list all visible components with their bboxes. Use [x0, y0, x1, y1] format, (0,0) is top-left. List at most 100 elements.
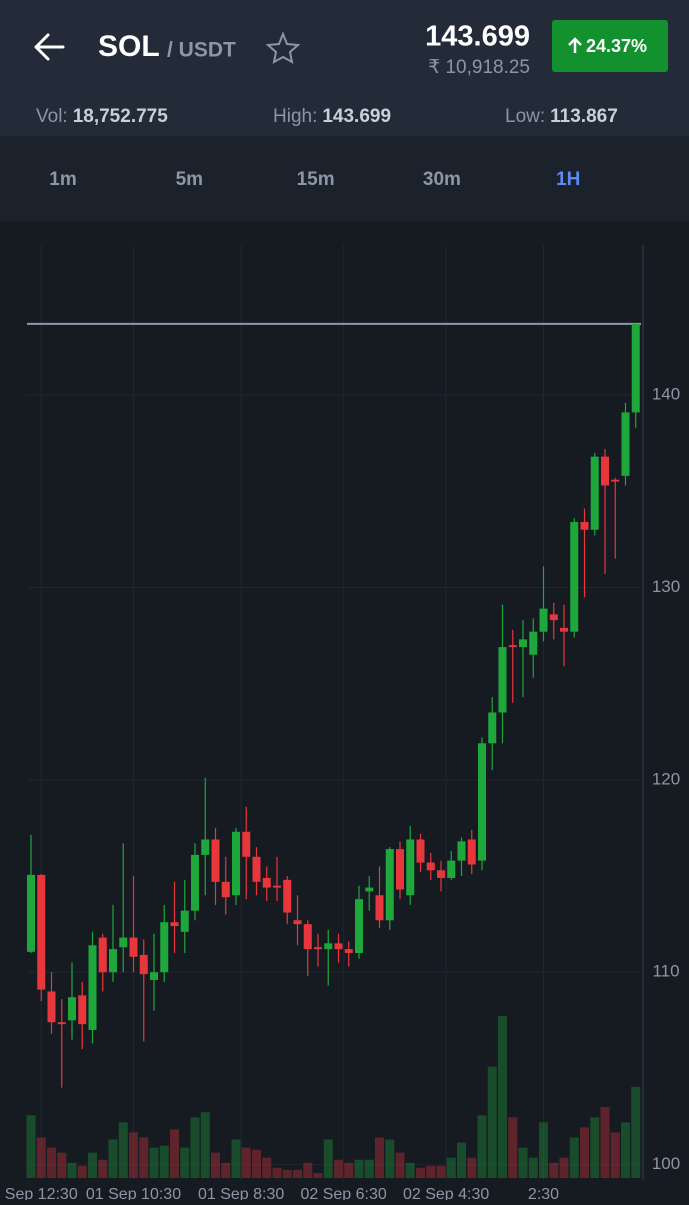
candle-body [478, 743, 486, 861]
timeframe-tab[interactable]: 30m [423, 169, 461, 190]
volume-bar [580, 1127, 589, 1178]
candle-body [303, 924, 312, 950]
volume-bar [446, 1157, 456, 1178]
candle-body [47, 991, 56, 1023]
volume-bar [108, 1139, 118, 1178]
volume-bar [559, 1157, 569, 1178]
timeframe-tab[interactable]: 1m [49, 169, 76, 190]
volume-bar [180, 1147, 190, 1178]
x-tick-label: Sep 12:30 [5, 1186, 78, 1200]
candle-body [457, 841, 466, 861]
candle-body [57, 1022, 66, 1025]
volume-bar [344, 1162, 354, 1178]
volume-bar [467, 1157, 477, 1178]
candle-body [508, 645, 517, 648]
candle-body [273, 885, 281, 888]
volume-bar [621, 1122, 630, 1178]
candle-body [365, 887, 374, 892]
y-tick-label: 130 [652, 577, 680, 596]
candle-body [549, 614, 558, 621]
candle-body [344, 949, 353, 953]
volume-bar [231, 1139, 241, 1178]
volume-bar [457, 1142, 466, 1178]
volume-bar [98, 1159, 108, 1178]
volume-bar [252, 1149, 261, 1178]
candle-body [119, 937, 128, 948]
candle-body [283, 879, 292, 913]
volume-bar [272, 1167, 282, 1178]
volume-bar [569, 1137, 579, 1178]
volume-bar [303, 1162, 313, 1178]
stat-label: Low: [505, 106, 545, 127]
volume-bar [631, 1086, 641, 1178]
stat-label: High: [273, 106, 317, 127]
volume-bar [159, 1145, 169, 1178]
stat: High: 143.699 [273, 106, 391, 127]
x-tick-label: 01 Sep 10:30 [86, 1186, 181, 1200]
stat: Low: 113.867 [505, 106, 618, 127]
price: 143.699 [425, 21, 530, 53]
volume-bar [610, 1132, 620, 1178]
timeframe-tab[interactable]: 5m [176, 169, 203, 190]
volume-bar [170, 1129, 179, 1178]
candle-body [529, 631, 538, 655]
candle-body [519, 639, 527, 648]
volume-bar [88, 1152, 97, 1178]
volume-bar [149, 1147, 159, 1178]
candle-body [570, 522, 579, 632]
volume-bar [477, 1115, 487, 1178]
candle-body [334, 943, 343, 950]
volume-bar [405, 1162, 415, 1178]
volume-bar [57, 1152, 67, 1178]
y-tick-label: 110 [652, 962, 679, 981]
volume-bar [36, 1137, 46, 1178]
candle-body [150, 972, 158, 980]
volume-bar [129, 1132, 138, 1178]
candle-body [406, 839, 415, 896]
volume-bar [200, 1112, 210, 1178]
timeframe-tab[interactable]: 1H [556, 169, 580, 190]
candle-body [37, 874, 46, 990]
candle-body [560, 627, 568, 632]
candle-body [539, 608, 548, 632]
candle-body [355, 899, 363, 953]
back-button[interactable] [34, 33, 65, 61]
volume-bar [549, 1162, 559, 1178]
candle-body [580, 522, 589, 530]
volume-bar [395, 1152, 405, 1178]
candle-body [426, 862, 435, 871]
candle-body [129, 937, 138, 957]
volume-bar [139, 1137, 149, 1178]
volume-bar [282, 1169, 292, 1178]
volume-bar [354, 1159, 364, 1178]
volume-bar [26, 1115, 36, 1178]
candle-body [611, 479, 620, 482]
quote-asset: / USDT [167, 39, 236, 62]
candle-body [498, 647, 507, 713]
favorite-star[interactable] [265, 31, 301, 64]
candle-body [385, 849, 394, 921]
candle-body [293, 920, 302, 925]
x-tick-label: 02 Sep 6:30 [300, 1186, 386, 1200]
candle-body [252, 856, 261, 882]
volume-bar [364, 1159, 374, 1178]
timeframe-tab[interactable]: 15m [297, 169, 335, 190]
candle-body [191, 854, 199, 911]
volume-bar [241, 1147, 251, 1178]
volume-bar [487, 1066, 497, 1178]
stat-value: 18,752.775 [73, 106, 169, 127]
stat: Vol: 18,752.775 [36, 106, 168, 127]
volume-bar [313, 1172, 323, 1178]
volume-bar [323, 1139, 333, 1178]
volume-bar [600, 1107, 610, 1178]
candle-body [88, 945, 97, 1030]
candle-body [601, 456, 609, 486]
volume-bar [416, 1167, 425, 1178]
candle-body [314, 947, 322, 950]
volume-bar [47, 1147, 56, 1178]
volume-bar [498, 1016, 507, 1178]
volume-bar [334, 1159, 343, 1178]
candle-body [27, 874, 35, 952]
volume-bar [539, 1122, 548, 1178]
